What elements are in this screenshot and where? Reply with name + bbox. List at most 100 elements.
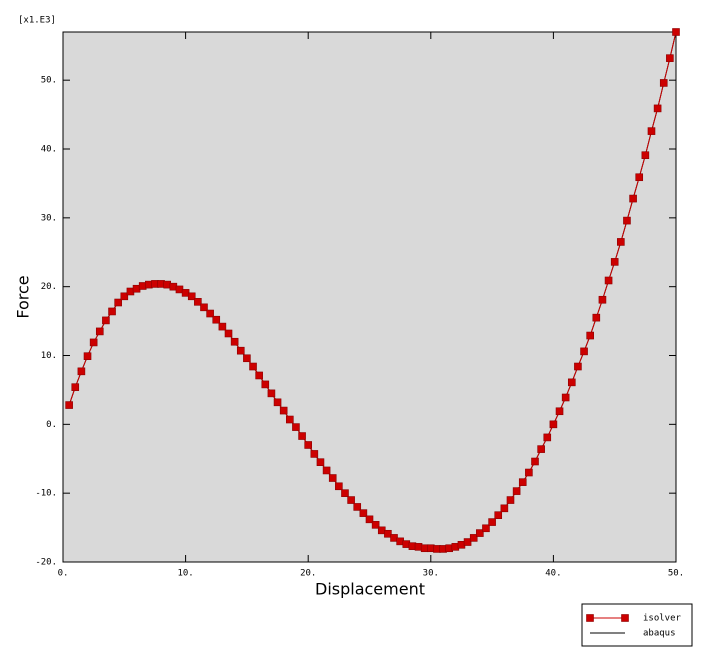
- plot-frame: [62, 31, 677, 563]
- data-point: [120, 292, 129, 301]
- data-point: [659, 79, 668, 87]
- x-tick-label: 50.: [668, 569, 684, 579]
- data-point: [506, 496, 515, 504]
- data-point: [561, 393, 570, 402]
- data-point: [384, 529, 392, 538]
- legend-marker: [586, 614, 594, 622]
- y-axis-title: Force: [14, 275, 33, 318]
- data-point: [604, 276, 613, 285]
- data-point: [518, 478, 527, 486]
- y-tick-label: 10.: [41, 351, 57, 361]
- data-point: [653, 104, 662, 113]
- data-point: [488, 518, 496, 526]
- y-tick-label: 0.: [46, 420, 57, 430]
- data-point: [224, 329, 233, 338]
- data-point: [347, 496, 355, 504]
- legend-box: [581, 603, 693, 647]
- data-point: [279, 406, 288, 415]
- data-point: [310, 450, 319, 458]
- data-point: [77, 367, 86, 376]
- data-point: [610, 258, 619, 266]
- multiplier: [x1.E3]: [18, 16, 56, 26]
- data-point: [549, 420, 558, 429]
- data-point: [623, 216, 631, 225]
- x-tick-label: 30.: [423, 569, 439, 579]
- data-point: [286, 415, 294, 424]
- data-point: [71, 383, 80, 391]
- x-tick-label: 40.: [545, 569, 561, 579]
- data-point: [335, 482, 343, 491]
- legend-marker: [621, 614, 629, 622]
- data-point: [255, 371, 263, 380]
- y-tick-label: 50.: [41, 76, 57, 86]
- data-point: [353, 503, 362, 511]
- data-point: [617, 238, 625, 246]
- data-point: [365, 515, 374, 524]
- data-point: [83, 352, 92, 360]
- data-point: [525, 468, 533, 477]
- data-point: [206, 309, 214, 318]
- x-tick-label: 0.: [58, 569, 69, 579]
- data-point: [212, 315, 221, 324]
- data-point: [482, 524, 490, 533]
- data-point: [95, 327, 104, 336]
- data-point: [586, 331, 594, 340]
- data-point: [647, 127, 656, 135]
- y-tick-label: 20.: [41, 282, 57, 292]
- data-point: [65, 401, 73, 409]
- data-point: [494, 511, 503, 519]
- data-point: [236, 346, 245, 355]
- data-point: [463, 538, 472, 546]
- data-point: [341, 489, 349, 497]
- data-point: [598, 295, 607, 304]
- data-point: [114, 298, 122, 307]
- data-point: [512, 487, 521, 495]
- data-point: [641, 151, 650, 160]
- data-point: [555, 407, 564, 416]
- data-point: [218, 322, 227, 331]
- data-point: [187, 292, 196, 301]
- data-point: [200, 303, 208, 312]
- data-point: [322, 466, 331, 475]
- data-point: [102, 316, 110, 325]
- data-point: [108, 307, 116, 316]
- data-point: [194, 298, 202, 306]
- data-point: [328, 474, 337, 482]
- x-tick-label: 10.: [177, 569, 193, 579]
- data-point: [635, 173, 644, 182]
- data-point: [672, 28, 680, 36]
- data-point: [273, 398, 282, 407]
- data-point: [580, 347, 588, 356]
- data-point: [316, 458, 325, 466]
- data-point: [292, 423, 300, 431]
- data-point: [500, 504, 509, 513]
- y-tick-label: 30.: [41, 213, 57, 223]
- data-point: [304, 441, 313, 449]
- data-point: [371, 521, 380, 529]
- data-point: [249, 362, 257, 371]
- y-tick-label: 40.: [41, 145, 57, 155]
- legend-label: isolver: [643, 614, 682, 624]
- legend-label: abaqus: [643, 629, 676, 639]
- y-tick-label: -20.: [35, 558, 57, 568]
- data-point: [629, 194, 637, 203]
- data-point: [574, 362, 582, 371]
- x-axis-title: Displacement: [315, 580, 425, 599]
- plot-area: [63, 32, 676, 562]
- x-tick-label: 20.: [300, 569, 316, 579]
- data-point: [89, 338, 98, 347]
- data-point: [567, 378, 576, 387]
- data-point: [537, 445, 545, 453]
- data-point: [469, 534, 478, 542]
- data-point: [543, 433, 552, 442]
- data-point: [666, 54, 674, 62]
- data-point: [298, 432, 306, 440]
- data-point: [267, 389, 276, 398]
- data-point: [476, 529, 484, 537]
- y-tick-label: -10.: [35, 489, 57, 499]
- data-point: [531, 457, 539, 466]
- data-point: [592, 313, 601, 322]
- data-point: [243, 354, 251, 363]
